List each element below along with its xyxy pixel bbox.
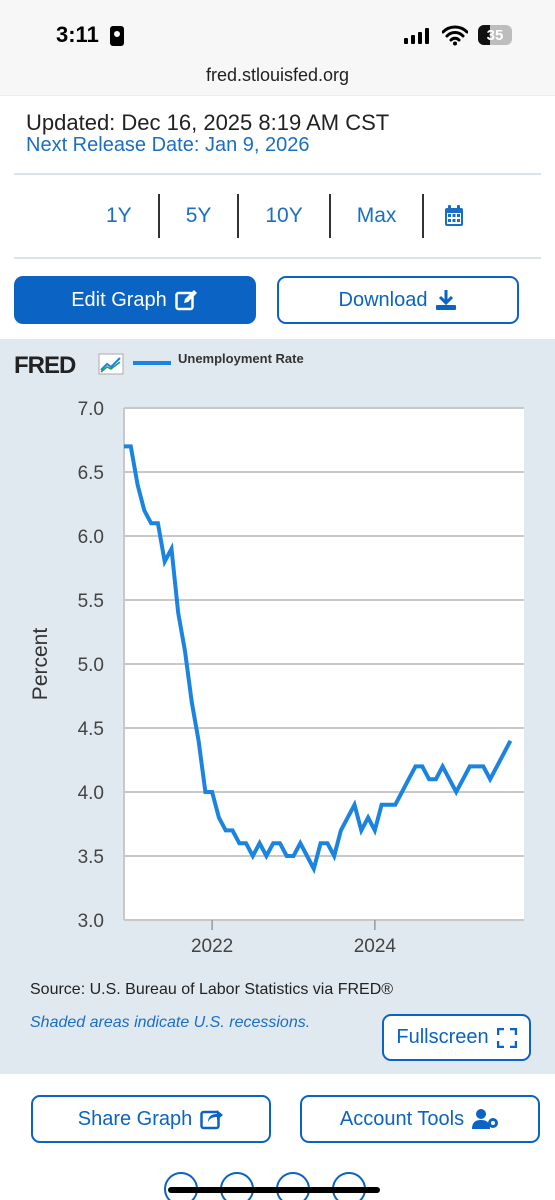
- edit-graph-button[interactable]: Edit Graph: [14, 276, 256, 324]
- download-button[interactable]: Download: [277, 276, 519, 324]
- legend-swatch: [133, 361, 171, 365]
- user-gear-icon: [472, 1109, 499, 1129]
- recession-note: Shaded areas indicate U.S. recessions.: [30, 1014, 311, 1031]
- share-icon: [200, 1110, 224, 1130]
- clock: 3:11: [56, 22, 99, 47]
- range-1y-button[interactable]: 1Y: [80, 194, 160, 238]
- expand-icon: [496, 1027, 517, 1048]
- y-tick-label: 6.5: [78, 463, 104, 484]
- fred-logo: FRED: [14, 352, 76, 379]
- divider: [14, 173, 541, 175]
- download-label: Download: [338, 288, 428, 311]
- edit-icon: [175, 290, 197, 311]
- y-tick-label: 3.5: [78, 847, 104, 868]
- legend-label: Unemployment Rate: [178, 351, 304, 366]
- range-5y-button[interactable]: 5Y: [160, 194, 240, 238]
- date-range-selector: 1Y 5Y 10Y Max: [80, 192, 484, 240]
- cellular-signal-icon: [404, 28, 429, 44]
- range-10y-button[interactable]: 10Y: [239, 194, 331, 238]
- fullscreen-button[interactable]: Fullscreen: [382, 1014, 531, 1061]
- y-tick-label: 4.5: [78, 719, 104, 740]
- unemployment-line-chart: 3.0 3.5 4.0 4.5 5.0 5.5 6.0 6.5 7.0 2022 2024 Perce…: [29, 399, 524, 957]
- download-icon: [436, 290, 457, 310]
- x-tick-label: 2022: [191, 936, 233, 957]
- share-graph-label: Share Graph: [77, 1107, 193, 1130]
- updated-timestamp: Updated: Dec 16, 2025 8:19 AM CST: [26, 110, 390, 135]
- facebook-icon[interactable]: [220, 1172, 254, 1200]
- edit-graph-label: Edit Graph: [71, 288, 167, 311]
- status-bar: 3:11 35: [0, 0, 555, 60]
- social-links: [0, 1168, 555, 1200]
- y-tick-label: 5.0: [78, 655, 104, 676]
- fullscreen-label: Fullscreen: [396, 1026, 489, 1048]
- x-icon[interactable]: [164, 1172, 198, 1200]
- y-tick-label: 7.0: [78, 399, 104, 420]
- home-indicator: [168, 1187, 380, 1193]
- account-tools-label: Account Tools: [339, 1107, 465, 1130]
- series-line-unemployment-rate: [124, 444, 513, 875]
- chart-logo-icon: [98, 353, 124, 375]
- y-tick-label: 5.5: [78, 591, 104, 612]
- battery-icon: 35: [478, 25, 512, 45]
- range-max-button[interactable]: Max: [331, 194, 425, 238]
- y-tick-label: 4.0: [78, 783, 104, 804]
- source-text: Source: U.S. Bureau of Labor Statistics …: [30, 981, 394, 998]
- wifi-icon: [442, 25, 468, 46]
- battery-level: 35: [486, 26, 504, 44]
- divider: [14, 257, 541, 259]
- share-graph-button[interactable]: Share Graph: [31, 1095, 271, 1143]
- y-tick-label: 3.0: [78, 911, 104, 932]
- address-bar[interactable]: fred.stlouisfed.org: [0, 60, 555, 96]
- reddit-icon[interactable]: [276, 1172, 310, 1200]
- x-tick-label: 2024: [354, 936, 397, 957]
- account-tools-button[interactable]: Account Tools: [300, 1095, 540, 1143]
- linkedin-icon[interactable]: [332, 1172, 366, 1200]
- next-release-date[interactable]: Next Release Date: Jan 9, 2026: [26, 134, 310, 156]
- y-tick-label: 6.0: [78, 527, 104, 548]
- y-axis-title: Percent: [29, 628, 52, 701]
- id-card-icon: [110, 26, 124, 46]
- calendar-icon[interactable]: [424, 194, 484, 238]
